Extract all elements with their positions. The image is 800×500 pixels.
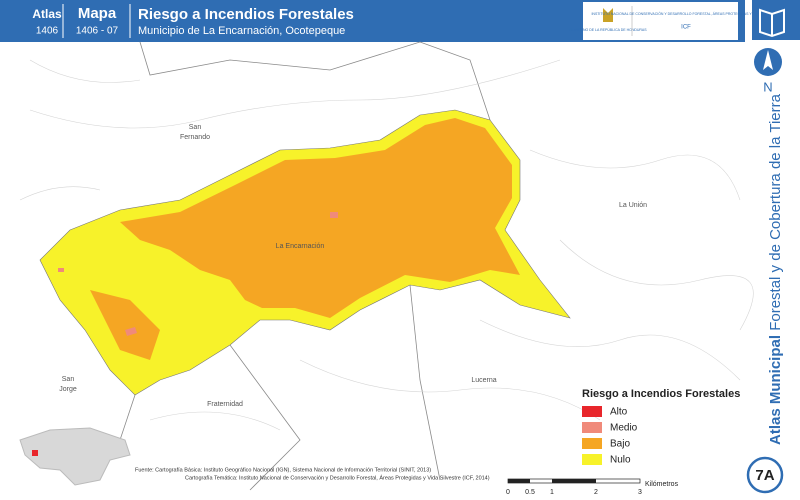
boundary	[139, 41, 421, 76]
scale-bar: 0 0.5 1 2 3	[506, 478, 642, 496]
place-label: La Unión	[619, 202, 647, 209]
map-number: 1406 - 07	[76, 26, 119, 37]
north-arrow	[763, 50, 773, 70]
river	[19, 186, 101, 201]
scale-segment	[508, 479, 530, 483]
scale-label: 0.5	[525, 489, 535, 496]
subtitle: Municipio de La Encarnación, Ocotepeque	[138, 25, 345, 37]
legend-title: Riesgo a Incendios Forestales	[582, 388, 740, 400]
zone-bajo	[90, 118, 520, 360]
north-label: N	[763, 79, 772, 94]
scale-segment	[552, 479, 596, 483]
place-label: Lucerna	[471, 377, 496, 384]
river	[29, 59, 561, 129]
source-line: Cartografía Temática: Instituto Nacional…	[185, 474, 490, 481]
logo-institute: INSTITUTO NACIONAL DE CONSERVACIÓN Y DES…	[591, 11, 781, 16]
boundary	[119, 394, 136, 441]
atlas-label: Atlas	[32, 7, 62, 21]
series-title: Atlas Municipal Forestal y de Cobertura …	[767, 93, 784, 445]
river	[559, 239, 754, 331]
boundaries	[119, 41, 491, 491]
legend: Alto Medio Bajo Nulo	[582, 406, 638, 466]
river	[529, 149, 741, 201]
river	[299, 359, 601, 421]
scale-label: 2	[594, 489, 598, 496]
river	[479, 319, 741, 381]
place-label: San	[189, 124, 202, 131]
sheet-label: 7A	[755, 467, 774, 484]
boundary	[419, 41, 491, 121]
place-label: San	[62, 376, 75, 383]
source-line: Fuente: Cartografía Básica: Instituto Ge…	[135, 467, 431, 473]
place-label: La Encarnación	[276, 243, 325, 250]
boundary	[229, 344, 301, 491]
inset-location	[32, 450, 38, 456]
river	[29, 59, 141, 83]
place-label: Jorge	[59, 386, 77, 393]
book-icon	[759, 8, 785, 38]
place-label: Fernando	[180, 134, 210, 141]
country-inset	[19, 427, 131, 486]
scale-label: 0	[506, 489, 510, 496]
legend-label: Medio	[610, 423, 638, 434]
legend-swatch	[582, 454, 602, 465]
logo-government: GOBIERNO DE LA REPÚBLICA DE HONDURAS	[569, 28, 647, 32]
scale-unit: Kilómetros	[645, 481, 679, 488]
map-label: Mapa	[78, 5, 117, 22]
legend-label: Nulo	[610, 455, 631, 466]
legend-label: Alto	[610, 407, 628, 418]
place-labels: San Fernando La Unión La Encarnación San…	[59, 124, 647, 408]
legend-swatch	[582, 422, 602, 433]
scale-label: 3	[638, 489, 642, 496]
legend-swatch	[582, 438, 602, 449]
sheet-circle	[746, 456, 784, 494]
coat-of-arms	[603, 8, 613, 22]
series-bold: Atlas Municipal	[767, 335, 784, 445]
series-rest: Forestal y de Cobertura de la Tierra	[767, 93, 784, 330]
scale-label: 1	[550, 489, 554, 496]
river	[149, 411, 281, 431]
boundary	[409, 284, 441, 481]
logo-acronym: ICF	[681, 25, 691, 31]
title: Riesgo a Incendios Forestales	[138, 6, 354, 23]
legend-swatch	[582, 406, 602, 417]
place-label: Fraternidad	[207, 401, 243, 408]
atlas-number: 1406	[36, 26, 59, 37]
rivers	[19, 59, 754, 431]
legend-label: Bajo	[610, 439, 630, 450]
